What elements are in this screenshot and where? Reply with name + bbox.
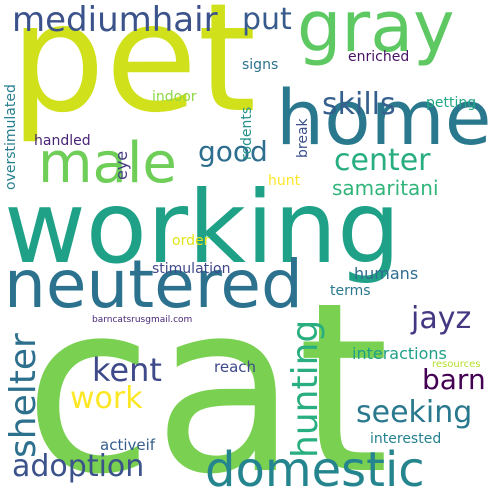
word-kent: kent xyxy=(92,351,162,389)
word-humans: humans xyxy=(354,264,419,283)
word-jayz: jayz xyxy=(411,301,472,336)
word-neutered: neutered xyxy=(4,246,303,323)
word-working: working xyxy=(4,169,401,286)
word-center: center xyxy=(334,143,431,178)
word-hunting: hunting xyxy=(285,319,326,458)
word-work: work xyxy=(70,381,143,416)
word-skills: skills xyxy=(322,87,396,122)
word-interactions: interactions xyxy=(352,344,447,363)
word-break: break xyxy=(295,118,311,158)
word-activeif: activeif xyxy=(100,436,156,454)
word-indoor: indoor xyxy=(152,89,197,105)
word-good: good xyxy=(198,135,268,168)
word-pet: pet xyxy=(10,0,257,146)
word-put: put xyxy=(242,2,292,37)
word-hunt: hunt xyxy=(268,173,301,189)
word-order: order xyxy=(172,233,210,249)
word-barn: barn xyxy=(422,363,486,396)
word-interested: interested xyxy=(370,431,442,447)
word-home: home xyxy=(276,73,492,162)
word-samaritani: samaritani xyxy=(332,176,439,200)
word-mediumhair: mediumhair xyxy=(12,0,218,40)
word-eye: eye xyxy=(112,150,131,180)
word-signs: signs xyxy=(242,57,279,73)
word-male: male xyxy=(38,131,177,196)
word-enriched: enriched xyxy=(348,49,410,65)
word-gray: gray xyxy=(297,0,455,68)
word-domestic: domestic xyxy=(205,442,425,498)
word-overstimulated: overstimulated xyxy=(3,84,19,190)
word-stimulation: stimulation xyxy=(152,261,231,277)
word-reach: reach xyxy=(214,358,257,376)
word-handled: handled xyxy=(34,133,91,149)
word-seeking: seeking xyxy=(356,395,473,430)
word-resources: resources xyxy=(432,359,481,370)
word-adoption: adoption xyxy=(12,449,145,484)
word-barncatsrusgmail-com: barncatsrusgmail.com xyxy=(92,315,193,325)
word-petting: petting xyxy=(426,95,477,111)
word-shelter: shelter xyxy=(3,333,44,458)
word-rodents: rodents xyxy=(239,106,255,160)
word-terms: terms xyxy=(330,283,371,299)
word-cat: cat xyxy=(24,253,390,500)
